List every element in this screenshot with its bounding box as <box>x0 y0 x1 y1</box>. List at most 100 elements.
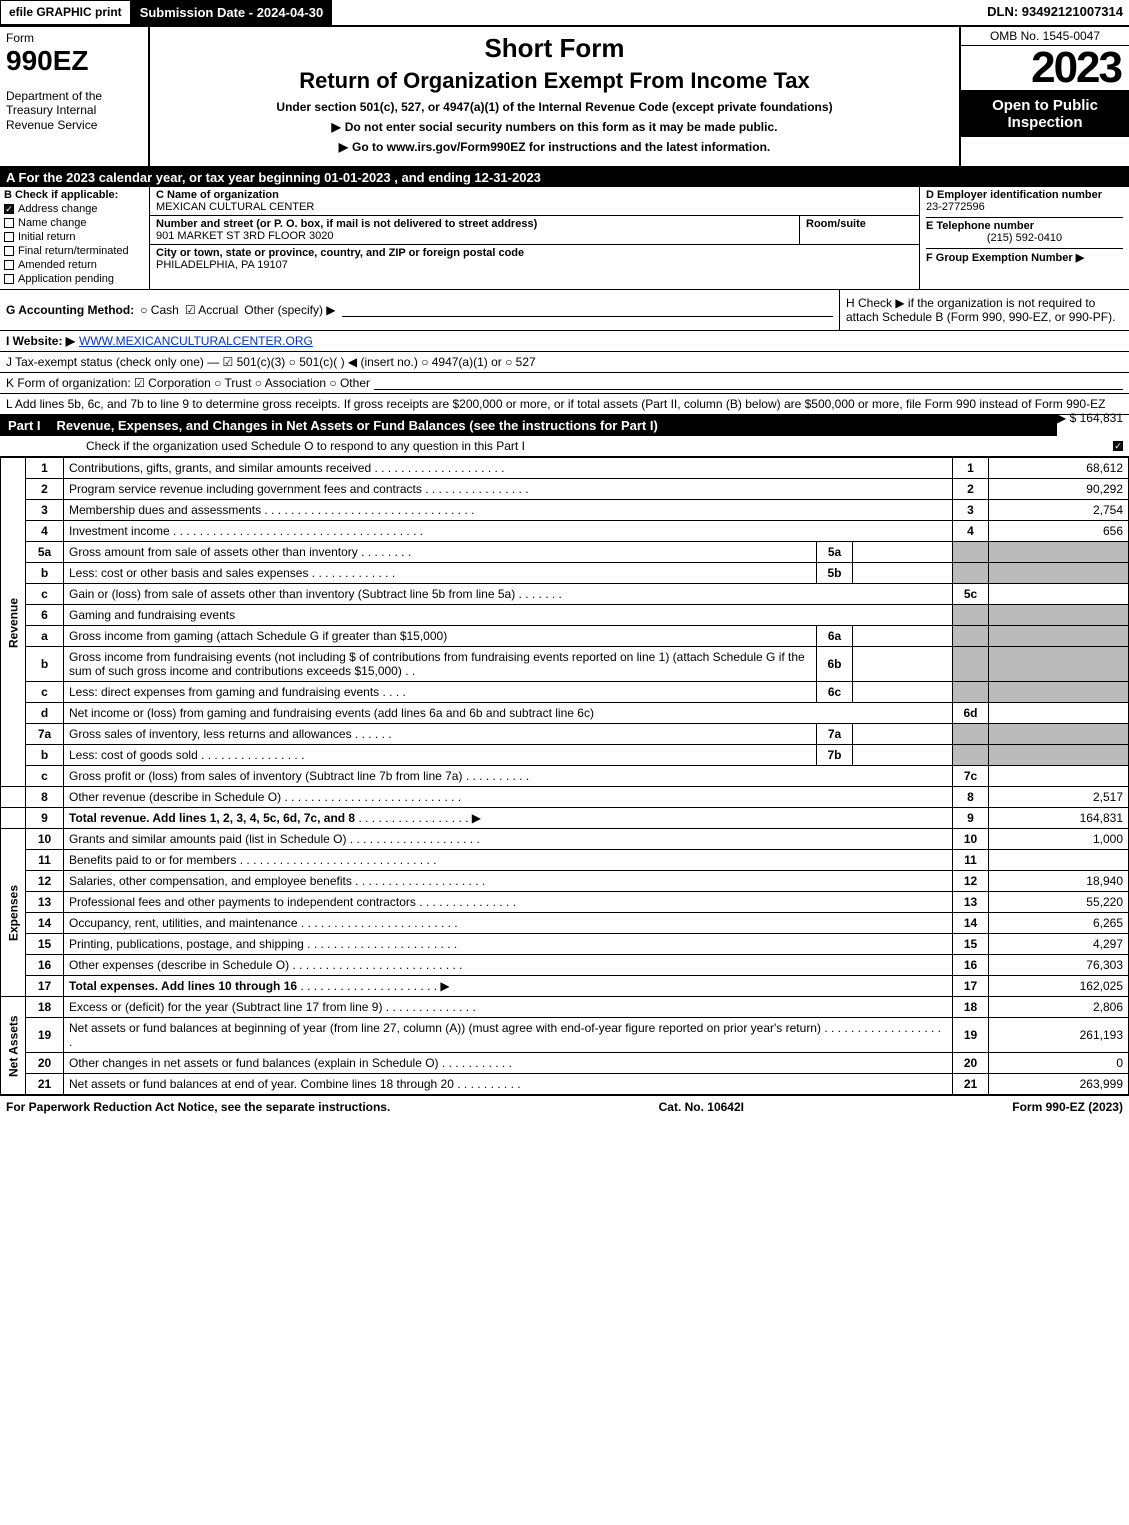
g-other[interactable]: Other (specify) ▶ <box>244 303 335 317</box>
row-6c: c Less: direct expenses from gaming and … <box>1 682 1129 703</box>
chk-address-change[interactable]: ✓Address change <box>4 203 145 215</box>
row-5b: b Less: cost or other basis and sales ex… <box>1 563 1129 584</box>
j-text: J Tax-exempt status (check only one) — ☑… <box>6 355 536 369</box>
line-no: 15 <box>26 934 64 955</box>
g-other-fill <box>342 303 833 317</box>
phone-label: E Telephone number <box>926 220 1123 232</box>
org-name: MEXICAN CULTURAL CENTER <box>156 201 913 213</box>
chk-application-pending[interactable]: Application pending <box>4 273 145 285</box>
line-desc: Investment income . . . . . . . . . . . … <box>64 521 953 542</box>
final-no: 15 <box>953 934 989 955</box>
line-desc: Gross income from fundraising events (no… <box>64 647 817 682</box>
final-amt: 164,831 <box>989 808 1129 829</box>
line-no: b <box>26 745 64 766</box>
final-no: 11 <box>953 850 989 871</box>
b-label: B Check if applicable: <box>4 189 145 201</box>
row-7c: c Gross profit or (loss) from sales of i… <box>1 766 1129 787</box>
line-desc: Other changes in net assets or fund bala… <box>64 1053 953 1074</box>
website-link[interactable]: WWW.MEXICANCULTURALCENTER.ORG <box>79 334 313 348</box>
sub-no: 7a <box>817 724 853 745</box>
row-16: 16 Other expenses (describe in Schedule … <box>1 955 1129 976</box>
city-label: City or town, state or province, country… <box>156 247 913 259</box>
row-12: 12 Salaries, other compensation, and emp… <box>1 871 1129 892</box>
final-no: 16 <box>953 955 989 976</box>
sub-amt <box>853 626 953 647</box>
sub-no: 6c <box>817 682 853 703</box>
greyed-cell <box>953 542 989 563</box>
chk-final-return[interactable]: Final return/terminated <box>4 245 145 257</box>
chk-name-change[interactable]: Name change <box>4 217 145 229</box>
final-no: 13 <box>953 892 989 913</box>
final-no: 8 <box>953 787 989 808</box>
row-17: 17 Total expenses. Add lines 10 through … <box>1 976 1129 997</box>
line-desc: Grants and similar amounts paid (list in… <box>64 829 953 850</box>
org-info-block: B Check if applicable: ✓Address change N… <box>0 187 1129 290</box>
paperwork-notice: For Paperwork Reduction Act Notice, see … <box>6 1100 390 1114</box>
chk-amended-return[interactable]: Amended return <box>4 259 145 271</box>
greyed-cell <box>989 563 1129 584</box>
goto-link[interactable]: Go to www.irs.gov/Form990EZ for instruct… <box>160 140 949 154</box>
final-amt <box>989 850 1129 871</box>
line-no: c <box>26 584 64 605</box>
line-desc: Other expenses (describe in Schedule O) … <box>64 955 953 976</box>
line-no: 11 <box>26 850 64 871</box>
efile-print-button[interactable]: efile GRAPHIC print <box>0 0 131 25</box>
chk-label: Initial return <box>18 231 75 243</box>
chk-label: Final return/terminated <box>18 245 129 257</box>
form-ref: Form 990-EZ (2023) <box>1012 1100 1123 1114</box>
line-desc: Other revenue (describe in Schedule O) .… <box>64 787 953 808</box>
line-no: 3 <box>26 500 64 521</box>
row-9: 9 Total revenue. Add lines 1, 2, 3, 4, 5… <box>1 808 1129 829</box>
final-amt: 263,999 <box>989 1074 1129 1095</box>
chk-initial-return[interactable]: Initial return <box>4 231 145 243</box>
line-desc: Net assets or fund balances at end of ye… <box>64 1074 953 1095</box>
line-desc: Total revenue. Add lines 1, 2, 3, 4, 5c,… <box>64 808 953 829</box>
part1-check-line: Check if the organization used Schedule … <box>0 436 1129 457</box>
greyed-cell <box>989 542 1129 563</box>
line-desc: Benefits paid to or for members . . . . … <box>64 850 953 871</box>
part1-header: Part I Revenue, Expenses, and Changes in… <box>0 415 1057 436</box>
ein-label: D Employer identification number <box>926 189 1123 201</box>
line-desc: Net income or (loss) from gaming and fun… <box>64 703 953 724</box>
tax-exempt-line: J Tax-exempt status (check only one) — ☑… <box>0 352 1129 373</box>
line-no: 7a <box>26 724 64 745</box>
line-desc: Printing, publications, postage, and shi… <box>64 934 953 955</box>
final-no: 21 <box>953 1074 989 1095</box>
greyed-cell <box>953 563 989 584</box>
g-accrual[interactable]: ☑ Accrual <box>185 303 238 317</box>
final-amt: 1,000 <box>989 829 1129 850</box>
sub-amt <box>853 647 953 682</box>
submission-date-button[interactable]: Submission Date - 2024-04-30 <box>131 0 333 25</box>
row-5a: 5a Gross amount from sale of assets othe… <box>1 542 1129 563</box>
row-18: Net Assets 18 Excess or (deficit) for th… <box>1 997 1129 1018</box>
g-cash[interactable]: ○ Cash <box>140 303 179 317</box>
final-no: 4 <box>953 521 989 542</box>
h-text: H Check ▶ if the organization is not req… <box>846 296 1115 324</box>
part1-title: Revenue, Expenses, and Changes in Net As… <box>57 418 658 433</box>
line-desc: Gross profit or (loss) from sales of inv… <box>64 766 953 787</box>
k-fill <box>374 376 1123 390</box>
sub-no: 5a <box>817 542 853 563</box>
short-form-title: Short Form <box>160 33 949 64</box>
line-no: 21 <box>26 1074 64 1095</box>
greyed-cell <box>953 682 989 703</box>
row-6a: a Gross income from gaming (attach Sched… <box>1 626 1129 647</box>
dept-label: Department of the Treasury Internal Reve… <box>6 89 142 132</box>
sub-amt <box>853 563 953 584</box>
part1-checkbox[interactable]: ✓ <box>1113 441 1123 451</box>
final-no: 19 <box>953 1018 989 1053</box>
row-14: 14 Occupancy, rent, utilities, and maint… <box>1 913 1129 934</box>
greyed-cell <box>953 647 989 682</box>
final-amt: 18,940 <box>989 871 1129 892</box>
final-no: 9 <box>953 808 989 829</box>
chk-label: Address change <box>18 203 98 215</box>
part1-table: Revenue 1 Contributions, gifts, grants, … <box>0 457 1129 1095</box>
line-no: 19 <box>26 1018 64 1053</box>
greyed-cell <box>953 626 989 647</box>
tax-year: 2023 <box>961 46 1129 91</box>
final-no: 2 <box>953 479 989 500</box>
column-d: D Employer identification number 23-2772… <box>919 187 1129 289</box>
sub-amt <box>853 745 953 766</box>
row-6: 6 Gaming and fundraising events <box>1 605 1129 626</box>
revenue-side-label: Revenue <box>1 458 26 787</box>
